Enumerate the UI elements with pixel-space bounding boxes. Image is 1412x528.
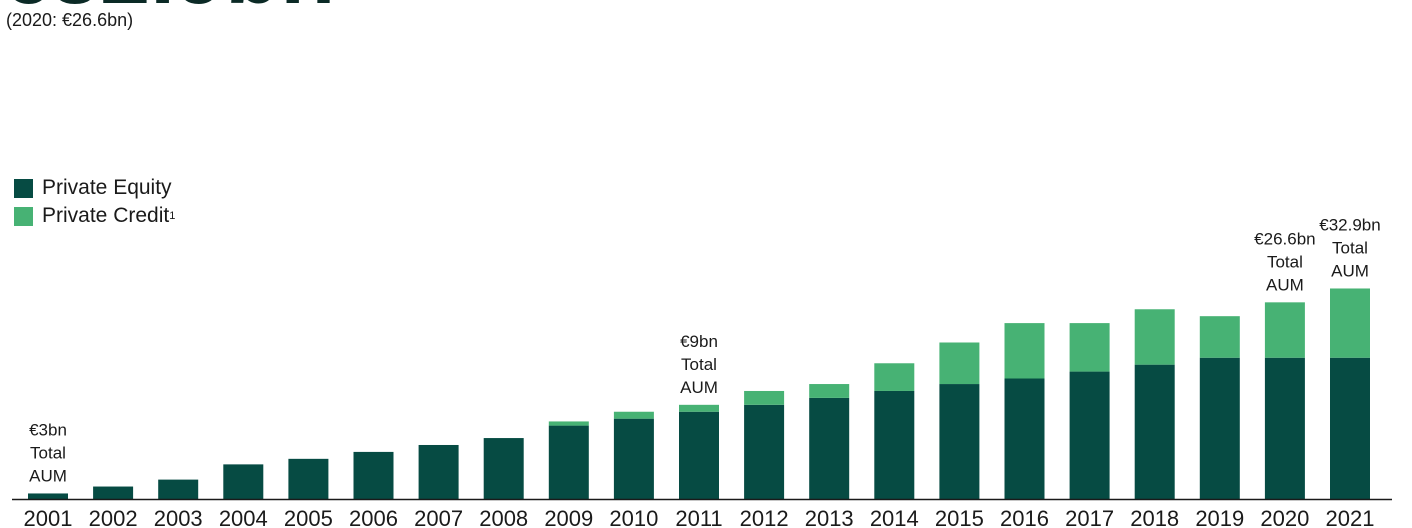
x-tick-label-2017: 2017: [1065, 506, 1114, 528]
bar-private-credit-2021: [1330, 288, 1370, 358]
x-tick-label-2004: 2004: [219, 506, 268, 528]
x-tick-label-2019: 2019: [1195, 506, 1244, 528]
bar-private-equity-2001: [28, 493, 68, 499]
bar-private-equity-2017: [1069, 371, 1110, 499]
bar-private-credit-2015: [939, 342, 980, 385]
bar-private-equity-2008: [483, 438, 524, 499]
legend-label-private-equity: Private Equity: [42, 176, 172, 199]
x-tick-label-2015: 2015: [935, 506, 984, 528]
legend-item-private-equity: Private Equity: [14, 174, 175, 202]
bar-private-credit-2019: [1199, 316, 1240, 358]
x-tick-label-2003: 2003: [154, 506, 203, 528]
annotation-total-aum-2020-line-2: Total: [1267, 252, 1303, 271]
annotation-total-aum-2011-line-3: AUM: [680, 378, 718, 397]
x-tick-label-2006: 2006: [349, 506, 398, 528]
bar-private-credit-2018: [1134, 309, 1175, 365]
bar-private-equity-2020: [1264, 357, 1305, 499]
bar-private-equity-2015: [939, 384, 980, 499]
x-tick-label-2011: 2011: [675, 506, 722, 528]
bar-private-credit-2012: [744, 390, 785, 405]
bar-private-equity-2004: [223, 464, 264, 499]
chart-legend: Private Equity Private Credit 1: [14, 174, 175, 230]
bar-private-credit-2009: [548, 421, 589, 426]
bar-private-equity-2013: [809, 397, 850, 499]
bar-private-equity-2016: [1004, 378, 1045, 499]
x-tick-label-2021: 2021: [1326, 506, 1375, 528]
headline-value: €32.9bn: [0, 0, 335, 14]
bar-private-equity-2010: [613, 418, 654, 499]
bar-private-credit-2011: [679, 404, 719, 412]
legend-swatch-private-equity: [14, 178, 33, 198]
annotation-total-aum-2001-line-2: Total: [30, 443, 66, 462]
annotation-total-aum-2020-line-1: €26.6bn: [1254, 229, 1315, 248]
annotation-total-aum-2011-line-2: Total: [681, 355, 717, 374]
x-tick-label-2002: 2002: [89, 506, 138, 528]
x-tick-label-2010: 2010: [609, 506, 658, 528]
bar-private-credit-2010: [613, 411, 654, 419]
bar-private-credit-2013: [809, 384, 850, 398]
bar-private-equity-2014: [874, 390, 915, 499]
bar-private-equity-2002: [93, 486, 134, 499]
bar-private-equity-2007: [418, 444, 459, 499]
annotation-total-aum-2001-line-1: €3bn: [29, 420, 67, 439]
x-tick-label-2012: 2012: [740, 506, 789, 528]
x-tick-label-2018: 2018: [1130, 506, 1179, 528]
bar-private-equity-2011: [679, 411, 719, 499]
bar-private-credit-2017: [1069, 323, 1110, 372]
headline-clip: €32.9bn: [0, 0, 700, 14]
annotation-total-aum-2011-line-1: €9bn: [680, 332, 718, 351]
bar-private-equity-2009: [548, 425, 589, 499]
bar-private-credit-2020: [1264, 302, 1305, 358]
x-tick-label-2014: 2014: [870, 506, 919, 528]
x-tick-label-2007: 2007: [414, 506, 463, 528]
bar-private-equity-2005: [288, 458, 329, 499]
legend-item-private-credit: Private Credit 1: [14, 202, 175, 230]
bar-private-equity-2021: [1330, 357, 1370, 499]
x-tick-label-2013: 2013: [805, 506, 854, 528]
legend-footnote-marker: 1: [169, 210, 176, 222]
bar-private-equity-2003: [158, 479, 199, 499]
bar-private-equity-2019: [1199, 357, 1240, 499]
bar-private-equity-2012: [744, 404, 785, 499]
annotation-total-aum-2020-line-3: AUM: [1266, 275, 1304, 294]
bar-private-credit-2014: [874, 363, 915, 391]
x-tick-label-2016: 2016: [1000, 506, 1049, 528]
annotation-total-aum-2021-line-2: Total: [1332, 238, 1368, 257]
x-tick-label-2008: 2008: [479, 506, 528, 528]
bar-private-equity-2006: [353, 451, 394, 499]
bar-private-equity-2018: [1134, 364, 1175, 499]
legend-label-private-credit: Private Credit: [42, 204, 170, 227]
x-tick-label-2009: 2009: [544, 506, 593, 528]
legend-swatch-private-credit: [14, 206, 33, 226]
annotation-total-aum-2021-line-1: €32.9bn: [1319, 215, 1380, 234]
x-tick-label-2005: 2005: [284, 506, 333, 528]
subtitle-comparison: (2020: €26.6bn): [6, 10, 134, 30]
x-tick-label-2020: 2020: [1260, 506, 1309, 528]
x-tick-label-2001: 2001: [24, 506, 73, 528]
annotation-total-aum-2021-line-3: AUM: [1331, 261, 1369, 280]
annotation-total-aum-2001-line-3: AUM: [29, 466, 67, 485]
bar-private-credit-2016: [1004, 323, 1045, 379]
